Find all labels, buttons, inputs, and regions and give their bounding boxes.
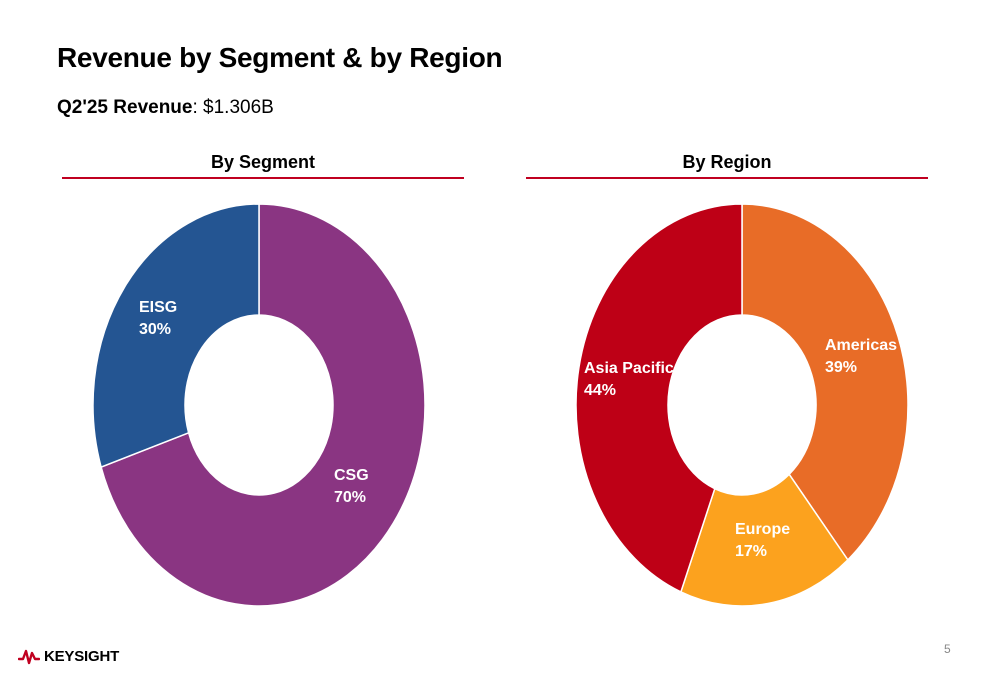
segment-slice-eisg <box>92 203 260 469</box>
segment-label-eisg: EISG 30% <box>139 299 177 338</box>
segment-slice-csg <box>100 203 426 607</box>
page-title: Revenue by Segment & by Region <box>57 42 503 73</box>
segment-divider <box>62 177 464 179</box>
region-heading: By Region <box>682 152 772 172</box>
page-number: 5 <box>944 642 951 656</box>
region-label-americas: Americas 39% <box>825 337 897 376</box>
revenue-separator: : <box>192 97 204 118</box>
region-slice-europe <box>679 473 849 607</box>
segment-heading: By Segment <box>210 152 316 172</box>
logo-text: KEYSIGHT <box>44 647 120 665</box>
revenue-value: $1.306B <box>203 97 274 118</box>
region-divider <box>526 177 928 179</box>
region-label-europe: Europe 17% <box>735 521 790 560</box>
revenue-summary: Q2'25 Revenue: $1.306B <box>57 97 274 119</box>
revenue-label: Q2'25 Revenue <box>57 97 193 118</box>
keysight-wave-icon <box>18 649 40 665</box>
segment-label-csg: CSG 70% <box>334 467 369 506</box>
region-slice-americas <box>741 203 909 562</box>
region-label-asia-pacific: Asia Pacific 44% <box>584 360 674 399</box>
region-slice-asia-pacific <box>575 203 743 593</box>
keysight-logo: KEYSIGHT <box>18 645 119 667</box>
